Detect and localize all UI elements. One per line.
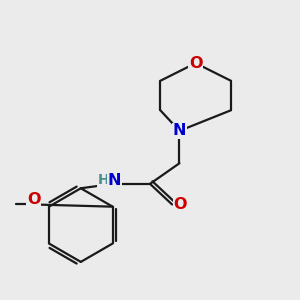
Text: O: O: [189, 56, 202, 70]
Text: N: N: [108, 173, 122, 188]
Text: H: H: [98, 173, 110, 187]
Text: O: O: [27, 192, 40, 207]
Text: O: O: [174, 197, 187, 212]
Text: N: N: [173, 123, 186, 138]
